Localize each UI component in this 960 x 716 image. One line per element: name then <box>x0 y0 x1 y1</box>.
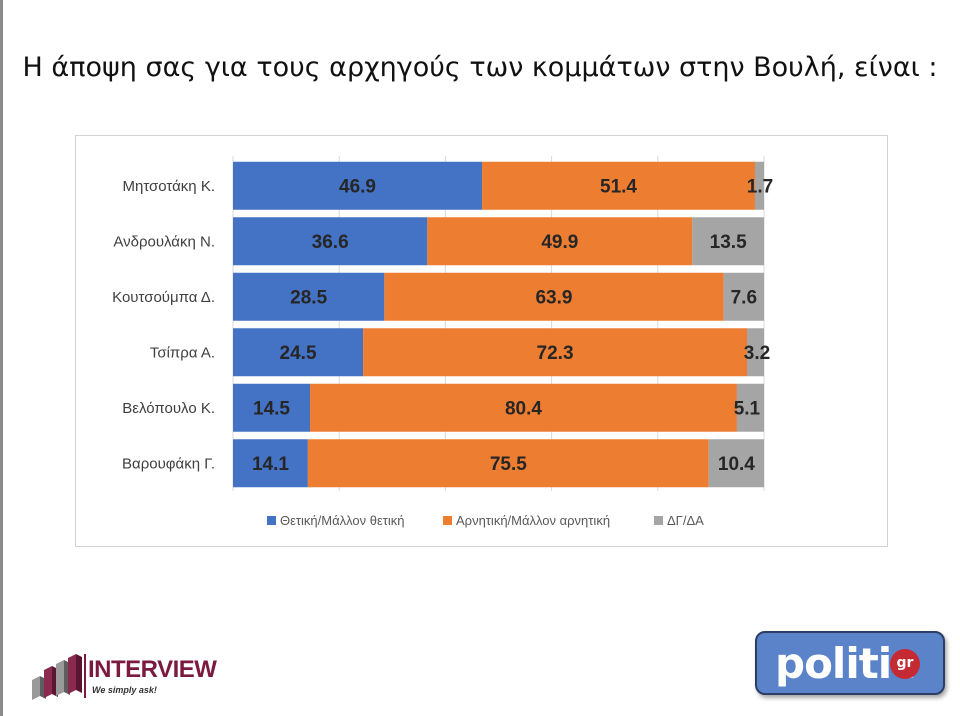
category-label: Βαρουφάκη Γ. <box>122 455 215 472</box>
politic-gr-badge: gr <box>890 649 920 679</box>
category-label: Κουτσούμπα Δ. <box>112 289 215 306</box>
category-label: Μητσοτάκη Κ. <box>122 178 215 195</box>
data-label: 36.6 <box>312 232 349 253</box>
bar-segment <box>708 439 764 488</box>
interview-bars-icon <box>32 654 82 700</box>
data-label: 13.5 <box>710 232 747 253</box>
legend-swatch <box>654 516 663 525</box>
stacked-bar-chart: 46.9 51.4 1.7 36.6 49.9 13.5 28.5 63.9 7.6 24.5 72… <box>112 156 773 528</box>
data-label: 5.1 <box>734 398 761 419</box>
bar-segment <box>363 328 748 377</box>
data-label: 3.2 <box>744 343 770 364</box>
legend-swatch <box>443 516 452 525</box>
data-label: 24.5 <box>280 343 317 364</box>
interview-logo: INTERVIEW We simply ask! <box>30 652 250 702</box>
slide-left-edge <box>0 0 3 716</box>
legend-swatch <box>267 516 276 525</box>
bar-segment <box>233 161 483 210</box>
bar-segment <box>233 439 308 488</box>
bar-segment <box>233 383 310 432</box>
bar-segment <box>692 217 764 266</box>
bar-segment <box>384 272 724 321</box>
bar-segment <box>723 272 764 321</box>
data-label: 72.3 <box>537 343 574 364</box>
data-label: 46.9 <box>339 176 376 197</box>
bar-segment <box>233 217 428 266</box>
data-label: 1.7 <box>747 176 773 197</box>
legend-entry: Θετική/Μάλλον θετική <box>280 513 405 528</box>
bar-segment <box>233 272 385 321</box>
interview-tagline: We simply ask! <box>92 685 157 695</box>
bar-segment <box>754 161 764 210</box>
bar-segment <box>747 328 764 377</box>
chart-legend: Θετική/Μάλλον θετική Αρνητική/Μάλλον αρνη… <box>267 513 704 528</box>
data-label: 49.9 <box>541 232 578 253</box>
chart-bars: 46.9 51.4 1.7 36.6 49.9 13.5 28.5 63.9 7.6 24.5 72… <box>233 161 773 488</box>
data-label: 14.5 <box>253 398 290 419</box>
data-label: 63.9 <box>535 287 572 308</box>
data-label: 80.4 <box>505 398 542 419</box>
data-label: 28.5 <box>290 287 327 308</box>
category-label: Βελόπουλο Κ. <box>122 400 215 417</box>
bar-segment <box>736 383 764 432</box>
bar-segment <box>482 161 755 210</box>
data-label: 75.5 <box>490 454 527 475</box>
category-label: Ανδρουλάκη Ν. <box>113 233 215 250</box>
data-label: 7.6 <box>731 287 757 308</box>
category-label: Τσίπρα Α. <box>150 344 215 361</box>
politic-logo: politic gr <box>755 631 945 695</box>
slide-title: Η άποψη σας για τους αρχηγούς των κομμάτ… <box>22 52 938 83</box>
chart-frame: 46.9 51.4 1.7 36.6 49.9 13.5 28.5 63.9 7.6 24.5 72… <box>75 135 888 547</box>
legend-entry: ΔΓ/ΔΑ <box>667 513 704 528</box>
bar-segment <box>427 217 693 266</box>
interview-divider <box>84 654 86 698</box>
data-label: 10.4 <box>718 454 755 475</box>
bar-segment <box>233 328 364 377</box>
chart-gridlines <box>232 156 765 491</box>
data-label: 51.4 <box>600 176 637 197</box>
chart-category-labels: Μητσοτάκη Κ. Ανδρουλάκη Ν. Κουτσούμπα Δ. Τσ… <box>112 178 215 473</box>
data-label: 14.1 <box>252 454 289 475</box>
interview-wordmark: INTERVIEW <box>88 656 217 683</box>
bar-segment <box>309 383 737 432</box>
legend-entry: Αρνητική/Μάλλον αρνητική <box>456 513 610 528</box>
bar-segment <box>307 439 709 488</box>
